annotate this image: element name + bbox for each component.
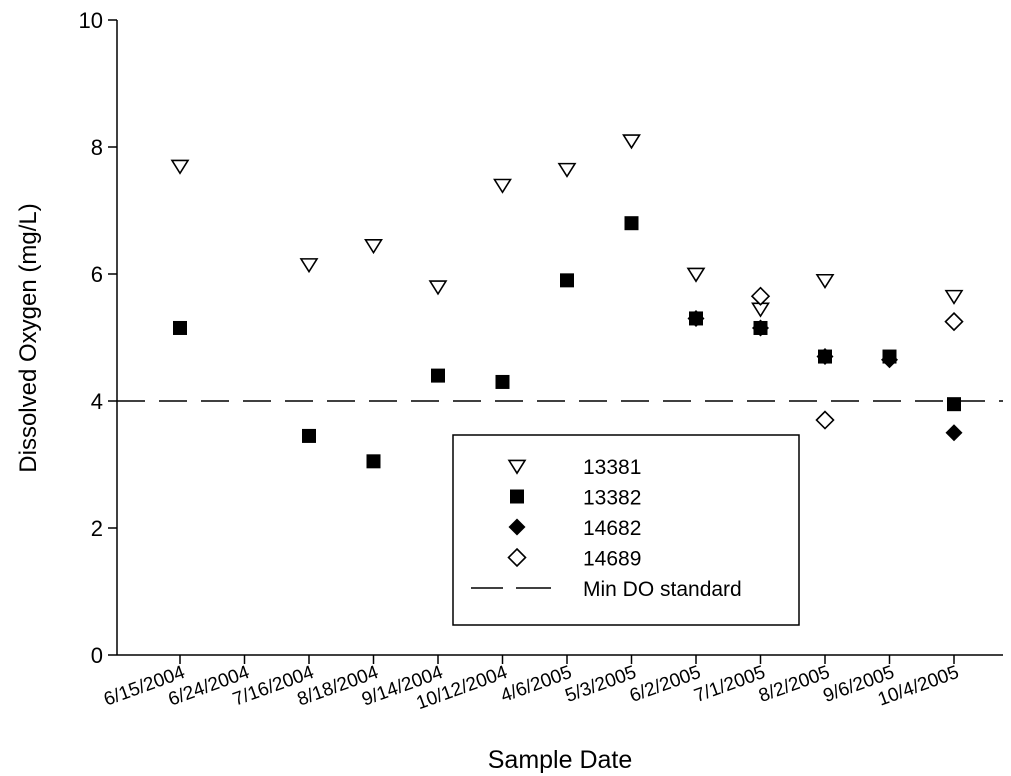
data-point-14682 (687, 309, 705, 327)
data-point-14689 (944, 311, 964, 332)
data-point-13381 (622, 134, 641, 150)
x-tick-label: 4/6/2005 (498, 662, 575, 707)
data-point-13381 (557, 162, 577, 178)
data-point-13381 (686, 267, 706, 283)
data-point-13382 (431, 368, 445, 383)
x-tick-label: 5/3/2005 (563, 662, 640, 707)
series-13382 (173, 216, 961, 469)
data-point-14682 (881, 351, 898, 369)
data-point-13381 (428, 280, 448, 296)
y-tick-label: 4 (91, 389, 103, 414)
x-tick-label: 8/2/2005 (756, 662, 833, 707)
legend-label: Min DO standard (583, 578, 742, 601)
data-point-14689 (815, 410, 835, 430)
legend-label: 13381 (583, 456, 641, 479)
data-point-13381 (493, 178, 512, 194)
y-tick-label: 8 (91, 135, 103, 160)
x-tick-label: 6/2/2005 (627, 662, 704, 707)
y-tick-label: 2 (91, 516, 103, 541)
y-tick-label: 0 (91, 643, 103, 668)
data-point-13381 (170, 159, 190, 175)
legend-marker-13382 (510, 489, 524, 504)
series-14682 (687, 309, 963, 442)
legend-marker-13381 (507, 459, 527, 475)
data-point-14682 (752, 319, 769, 337)
data-point-13381 (364, 239, 383, 255)
data-point-13382 (495, 374, 510, 389)
data-point-13381 (299, 258, 319, 274)
series-13381 (170, 134, 964, 318)
series-14689 (750, 286, 964, 430)
legend: 13381 13382 14682 14689 Min DO standard (452, 434, 800, 626)
data-point-14689 (750, 286, 771, 306)
x-tick-label: 7/1/2005 (692, 662, 769, 707)
y-tick-label: 10 (79, 8, 103, 33)
legend-label: 14682 (583, 517, 641, 540)
legend-label: 14689 (583, 548, 641, 571)
data-point-13382 (302, 428, 316, 443)
data-point-13382 (366, 454, 381, 469)
data-point-13382 (947, 397, 961, 412)
data-point-14682 (816, 348, 834, 366)
data-point-13382 (560, 273, 574, 288)
data-point-13381 (815, 273, 835, 290)
y-tick-label: 6 (91, 262, 103, 287)
legend-label: 13382 (583, 487, 641, 510)
legend-marker-14682 (508, 518, 526, 536)
data-point-14682 (945, 424, 963, 442)
data-point-13382 (624, 216, 639, 231)
data-marks (170, 134, 964, 469)
y-axis-label: Dissolved Oxygen (mg/L) (15, 203, 42, 472)
legend-marker-14689 (507, 547, 527, 568)
data-point-13382 (173, 320, 187, 335)
data-point-13381 (944, 289, 964, 305)
legend-box (452, 434, 800, 626)
x-axis-label: Sample Date (488, 746, 633, 774)
